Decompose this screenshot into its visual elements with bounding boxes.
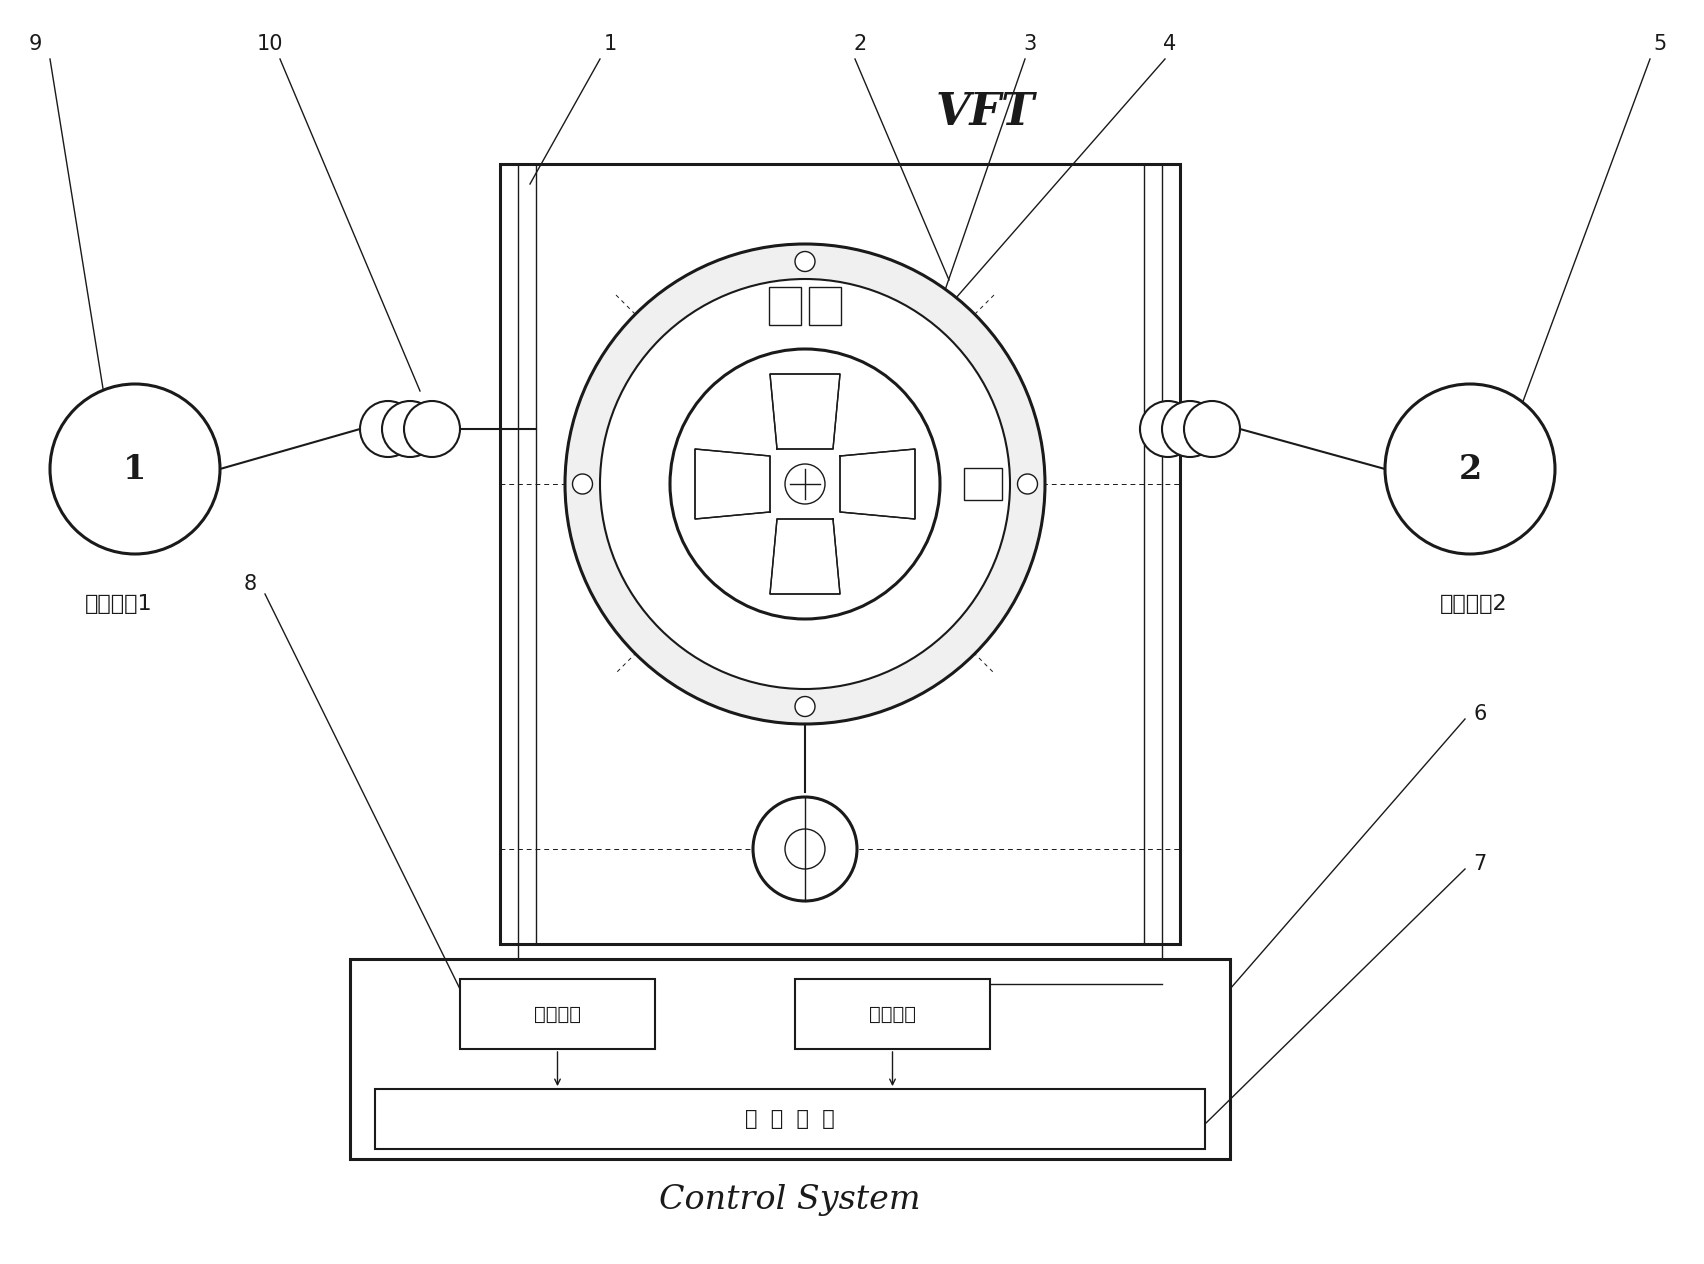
Text: 交流电网1: 交流电网1 (85, 594, 153, 614)
Text: 1: 1 (123, 453, 147, 485)
Bar (809, 287, 842, 325)
Text: 2: 2 (1459, 453, 1481, 485)
Circle shape (360, 401, 416, 458)
Text: 1: 1 (603, 34, 617, 54)
Text: 7: 7 (1474, 854, 1486, 873)
Circle shape (573, 474, 593, 494)
Circle shape (670, 349, 941, 619)
Text: 10: 10 (257, 34, 283, 54)
Polygon shape (695, 449, 770, 520)
Circle shape (566, 244, 1045, 724)
Text: VFT: VFT (935, 91, 1034, 134)
Polygon shape (770, 374, 840, 449)
Circle shape (1017, 474, 1038, 494)
Text: 8: 8 (244, 574, 257, 594)
Text: 9: 9 (29, 34, 41, 54)
Circle shape (796, 252, 815, 272)
Circle shape (404, 401, 460, 458)
Text: 5: 5 (1653, 34, 1667, 54)
Text: 交流电网2: 交流电网2 (1440, 594, 1508, 614)
Circle shape (1162, 401, 1218, 458)
Circle shape (1385, 384, 1556, 554)
Text: 2: 2 (854, 34, 867, 54)
Circle shape (753, 798, 857, 901)
Bar (769, 287, 801, 325)
Text: 3: 3 (1024, 34, 1036, 54)
Polygon shape (840, 449, 915, 520)
Circle shape (1140, 401, 1196, 458)
Circle shape (600, 279, 1010, 689)
Bar (499, 164, 1179, 944)
Text: 4: 4 (1164, 34, 1177, 54)
Circle shape (786, 829, 825, 870)
Text: Control System: Control System (659, 1184, 920, 1216)
Circle shape (1184, 401, 1241, 458)
Circle shape (49, 384, 220, 554)
Text: 6: 6 (1474, 704, 1486, 724)
Circle shape (796, 696, 815, 717)
Text: 频率控制: 频率控制 (533, 1005, 581, 1024)
Bar (349, 959, 1230, 1159)
Text: 功率控制: 功率控制 (869, 1005, 917, 1024)
Bar (460, 980, 654, 1049)
Polygon shape (770, 520, 840, 594)
Bar (375, 1090, 1205, 1149)
Circle shape (382, 401, 438, 458)
Bar (796, 980, 990, 1049)
Text: 控  制  系  统: 控 制 系 统 (745, 1109, 835, 1129)
Bar (964, 468, 1002, 501)
Circle shape (786, 464, 825, 504)
